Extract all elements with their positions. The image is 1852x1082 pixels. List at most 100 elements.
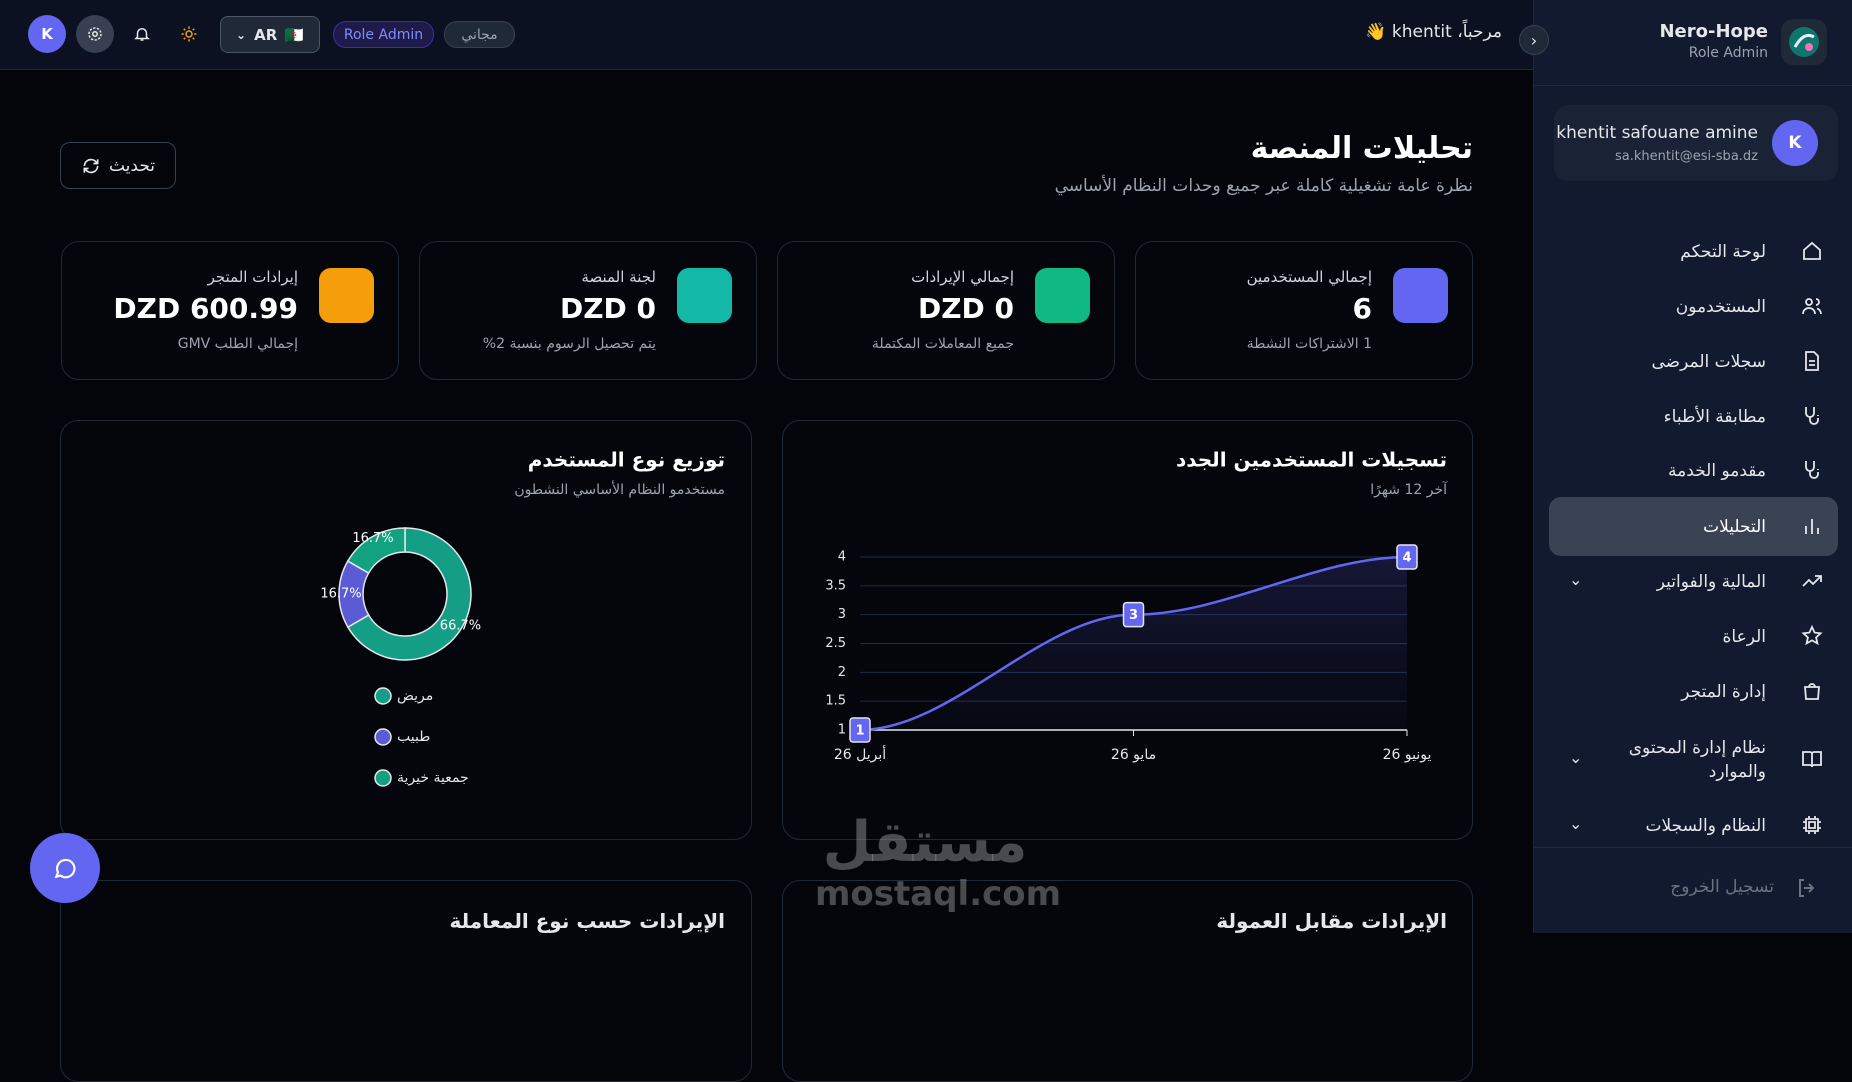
y-tick-label: 2.5	[825, 636, 846, 651]
nav-icon	[1805, 519, 1819, 534]
refresh-label: تحديث	[108, 155, 156, 176]
nav-label: المستخدمون	[1675, 296, 1766, 317]
nav-label: لوحة التحكم	[1680, 241, 1766, 262]
stat-card: إجمالي المستخدمين 6 1 الاشتراكات النشطة	[1135, 241, 1473, 380]
collapse-button[interactable]: ›	[1519, 25, 1549, 55]
stat-note: إجمالي الطلب GMV	[177, 336, 298, 352]
icon-path	[1803, 816, 1821, 834]
y-tick-label: 1	[838, 723, 846, 738]
stat-label: لجنة المنصة	[581, 268, 656, 286]
point	[1396, 544, 1418, 570]
brand-name: Nero-Hope	[1659, 21, 1768, 42]
nav-label: مطابقة الأطباء	[1663, 406, 1766, 427]
stat-note: يتم تحصيل الرسوم بنسبة 2%	[482, 336, 656, 352]
nav-icon	[1805, 461, 1819, 479]
nav-active	[1549, 497, 1838, 556]
nav-item[interactable]: النظام والسجلات ⌄	[1549, 796, 1838, 855]
chart-subtitle: مستخدمو النظام الأساسي النشطون	[514, 480, 725, 498]
stat-value: 6	[1352, 292, 1372, 325]
slice-label: 16.7%	[352, 531, 393, 546]
y-tick-label: 2	[838, 665, 846, 680]
nav-item[interactable]: نظام إدارة المحتوى والموارد ⌄	[1549, 730, 1838, 789]
chevron: ⌄	[1569, 748, 1583, 767]
role-badge: Role Admin	[333, 21, 434, 48]
value-label: 1	[855, 724, 864, 739]
stat-icon	[1035, 268, 1090, 323]
watermark-latin: mostaql.com	[815, 874, 1062, 914]
nav-icon	[1802, 298, 1822, 315]
flag: 🇩🇿	[285, 25, 304, 44]
icon-path	[1802, 298, 1822, 315]
y-tick-label: 3.5	[825, 578, 846, 593]
avatar[interactable]: K	[28, 15, 66, 53]
icon-path	[1805, 407, 1819, 425]
settings-button[interactable]	[76, 15, 114, 53]
brand-logo	[1781, 19, 1827, 65]
x-tick-label: مايو 26	[1111, 747, 1156, 763]
legend-dot	[374, 728, 392, 746]
nav-item[interactable]: مقدمو الخدمة	[1549, 441, 1838, 500]
nav-item[interactable]: سجلات المرضى	[1549, 332, 1838, 391]
nav-icon	[1803, 816, 1821, 834]
legend-label: جمعية خيرية	[397, 770, 469, 786]
nav-icon	[1802, 575, 1822, 587]
icon-path	[1803, 241, 1821, 260]
chevron: ⌄	[1569, 814, 1583, 833]
nav-label: سجلات المرضى	[1651, 351, 1766, 372]
language: AR	[254, 25, 278, 44]
charts: تسجيلات المستخدمين الجدد آخر 12 شهرًا 1 1.5…	[320, 448, 1448, 787]
nav-item[interactable]: إدارة المتجر	[1549, 662, 1838, 721]
slice	[346, 527, 472, 661]
nav-item[interactable]: المالية والفواتير ⌄	[1549, 552, 1838, 611]
icon-path	[1805, 351, 1819, 371]
notifications-button[interactable]	[123, 15, 161, 53]
greeting: مرحباً، khentit 👋	[1365, 22, 1502, 42]
stat-label: إيرادات المتجر	[207, 268, 298, 286]
nav-label: الرعاة	[1722, 626, 1766, 647]
language-select[interactable]: ⌄ AR 🇩🇿	[220, 16, 320, 53]
nav-item[interactable]: التحليلات	[1549, 497, 1838, 556]
panel-title: الإيرادات حسب نوع المعاملة	[449, 909, 725, 933]
value-label: 3	[1129, 608, 1138, 623]
stat-icon	[677, 268, 732, 323]
stat-card: لجنة المنصة DZD 0 يتم تحصيل الرسوم بنسبة 2…	[419, 241, 757, 380]
stat-card: إجمالي الإيرادات DZD 0 جميع المعاملات المك…	[777, 241, 1115, 380]
chat-button[interactable]	[30, 833, 100, 903]
icon-path	[1805, 461, 1819, 479]
nav-label: التحليلات	[1703, 516, 1766, 537]
divider	[1533, 847, 1852, 848]
nav-label: النظام والسجلات	[1645, 815, 1767, 836]
chart-title: تسجيلات المستخدمين الجدد	[1176, 448, 1447, 472]
value-label: 4	[1402, 551, 1411, 566]
nav-icon	[1805, 407, 1819, 425]
nav-label: نظام إدارة المحتوى والموارد	[1628, 737, 1766, 782]
logout[interactable]: تسجيل الخروج	[1670, 877, 1774, 897]
page-subtitle: نظرة عامة تشغيلية كاملة عبر جميع وحدات ا…	[1054, 176, 1473, 196]
legend-dot	[374, 687, 392, 705]
page-title: تحليلات المنصة	[1250, 131, 1473, 166]
nav-icon	[1804, 683, 1820, 700]
nav-item[interactable]: مطابقة الأطباء	[1549, 387, 1838, 446]
y-tick-label: 4	[838, 550, 846, 565]
x-tick-label: يونيو 26	[1383, 747, 1432, 763]
stat-note: جميع المعاملات المكتملة	[871, 336, 1014, 352]
y-tick-label: 1.5	[825, 694, 846, 709]
area	[860, 557, 1407, 730]
icon-path	[1805, 519, 1819, 534]
user-email: sa.khentit@esi-sba.dz	[1615, 149, 1758, 164]
refresh-button[interactable]: تحديث	[60, 142, 176, 189]
nav-label: إدارة المتجر	[1681, 681, 1766, 702]
theme-button[interactable]	[170, 15, 208, 53]
nav-item[interactable]: الرعاة	[1549, 607, 1838, 666]
icon-path	[1804, 683, 1820, 700]
slice	[346, 527, 406, 575]
legend-label: طبيب	[397, 729, 430, 745]
legend-dot	[374, 769, 392, 787]
stat-note: 1 الاشتراكات النشطة	[1246, 336, 1372, 352]
stat-value: DZD 0	[559, 292, 656, 325]
nav-item[interactable]: المستخدمون	[1549, 277, 1838, 336]
stat-value: DZD 600.99	[113, 292, 298, 325]
nav-item[interactable]: لوحة التحكم	[1549, 222, 1838, 281]
chart-title: توزيع نوع المستخدم	[528, 448, 725, 472]
